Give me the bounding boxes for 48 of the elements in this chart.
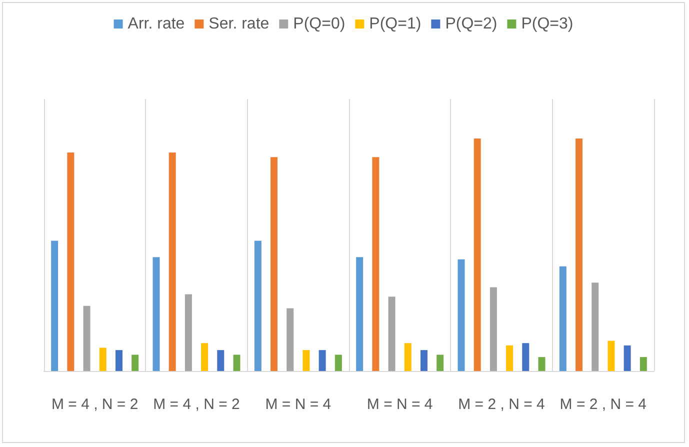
bar — [474, 138, 481, 371]
bar — [420, 350, 428, 371]
bar — [506, 345, 514, 371]
bar — [334, 354, 342, 371]
x-tick-label: M = 4 , N = 2 — [153, 396, 240, 413]
bar — [270, 157, 278, 371]
legend-label: Arr. rate — [128, 16, 185, 32]
bar — [388, 296, 396, 371]
bar — [608, 340, 615, 371]
x-tick-label: M = 2 , N = 4 — [560, 396, 647, 413]
bar — [254, 240, 262, 371]
legend-label: P(Q=3) — [521, 16, 574, 32]
bar — [372, 157, 380, 371]
legend-label: Ser. rate — [208, 16, 270, 32]
bar — [436, 354, 444, 371]
bar — [458, 259, 465, 371]
bar — [233, 354, 240, 371]
bar — [624, 345, 631, 371]
bar — [356, 257, 364, 371]
bar — [168, 152, 176, 371]
bar — [83, 306, 90, 371]
bar — [132, 354, 139, 371]
bar — [51, 240, 58, 371]
bar — [318, 350, 326, 371]
bar — [538, 357, 546, 371]
bar — [559, 266, 566, 371]
bar — [490, 287, 497, 371]
x-tick-label: M = 2 , N = 4 — [458, 396, 545, 413]
bar — [115, 350, 122, 371]
bar — [640, 357, 647, 371]
bar — [302, 350, 310, 371]
bar — [286, 308, 294, 371]
bar — [99, 348, 106, 371]
bar — [201, 343, 208, 371]
x-tick-label: M = N = 4 — [366, 396, 433, 413]
bar — [217, 350, 224, 371]
bar — [576, 138, 583, 371]
bar — [184, 294, 192, 371]
bar — [592, 282, 599, 371]
bar — [67, 152, 74, 371]
bar — [152, 257, 160, 371]
legend-label: P(Q=1) — [369, 16, 422, 32]
legend-label: P(Q=2) — [445, 16, 498, 32]
bar — [404, 343, 412, 371]
legend-label: P(Q=0) — [293, 16, 346, 32]
bar — [522, 343, 530, 371]
x-tick-label: M = N = 4 — [265, 396, 332, 413]
x-tick-label: M = 4 , N = 2 — [51, 396, 138, 413]
